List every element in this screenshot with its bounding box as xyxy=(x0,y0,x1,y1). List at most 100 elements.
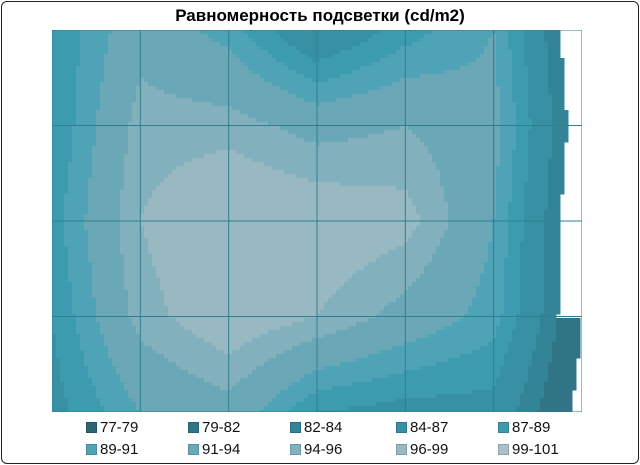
contour-cell-band-89-91 xyxy=(80,42,109,47)
contour-cell-band-84-87 xyxy=(52,394,65,399)
contour-cell-band-91-94 xyxy=(420,138,501,143)
contour-cell-band-89-91 xyxy=(500,86,513,91)
contour-cell-band-89-91 xyxy=(496,190,513,195)
contour-cell-band-91-94 xyxy=(392,82,497,87)
contour-cell-band-89-91 xyxy=(496,210,509,215)
contour-cell-band-89-91 xyxy=(500,154,513,159)
contour-cell-band-87-89 xyxy=(508,214,525,219)
contour-cell-band-87-89 xyxy=(268,50,301,55)
contour-cell-band-87-89 xyxy=(52,118,77,123)
contour-cell-band-91-94 xyxy=(304,138,349,143)
contour-cell-band-87-89 xyxy=(508,238,525,243)
contour-cell-band-89-91 xyxy=(280,390,317,395)
contour-cell-band-91-94 xyxy=(444,234,493,239)
contour-cell-band-89-91 xyxy=(68,278,93,283)
contour-cell-band-87-89 xyxy=(508,42,525,47)
contour-cell-band-91-94 xyxy=(96,110,133,115)
contour-cell-band-91-94 xyxy=(432,258,489,263)
contour-cell-band-89-91 xyxy=(452,322,501,327)
contour-cell-band-94-96 xyxy=(128,290,165,295)
contour-cell-band-89-91 xyxy=(68,166,93,171)
legend-item: 82-84 xyxy=(290,419,342,436)
contour-cell-band-87-89 xyxy=(52,122,77,127)
contour-cell-band-91-94 xyxy=(444,186,497,191)
contour-cell-band-84-87 xyxy=(504,358,533,363)
contour-cell-band-94-96 xyxy=(188,370,253,375)
contour-cell-band-91-94 xyxy=(444,194,497,199)
contour-cell-band-91-94 xyxy=(96,134,129,139)
contour-cell-band-91-94 xyxy=(368,90,501,95)
contour-cell-band-94-96 xyxy=(244,342,301,347)
contour-cell-band-91-94 xyxy=(268,122,501,127)
contour-cell-band-82-84 xyxy=(544,242,561,247)
contour-cell-band-91-94 xyxy=(448,214,497,219)
contour-cell-band-94-96 xyxy=(320,142,425,147)
contour-cell-band-82-84 xyxy=(544,298,561,303)
contour-cell-band-89-91 xyxy=(484,262,505,267)
contour-cell-band-89-91 xyxy=(104,406,137,411)
contour-cell-band-89-91 xyxy=(76,86,101,91)
contour-cell-band-82-84 xyxy=(536,334,557,339)
contour-cell-band-84-87 xyxy=(524,210,545,215)
contour-cell-band-87-89 xyxy=(52,74,77,79)
contour-cell-band-87-89 xyxy=(52,266,69,271)
contour-cell-band-82-84 xyxy=(552,146,565,151)
contour-cell-band-87-89 xyxy=(52,46,81,51)
contour-cell-band-87-89 xyxy=(52,94,77,99)
contour-cell-band-91-94 xyxy=(88,238,121,243)
contour-cell-band-94-96 xyxy=(144,342,213,347)
contour-cell-band-96-99 xyxy=(160,286,341,291)
contour-cell-band-91-94 xyxy=(416,278,481,283)
contour-cell-band-94-96 xyxy=(120,202,149,207)
contour-cell-band-79-82 xyxy=(552,346,581,351)
contour-cell-band-96-99 xyxy=(152,190,409,195)
contour-cell-band-82-84 xyxy=(552,122,569,127)
contour-cell-band-79-82 xyxy=(552,342,581,347)
contour-cell-band-82-84 xyxy=(552,154,565,159)
contour-cell-band-84-87 xyxy=(532,118,553,123)
contour-cell-band-87-89 xyxy=(512,170,529,175)
contour-cell-band-91-94 xyxy=(92,278,125,283)
contour-cell-band-89-91 xyxy=(496,206,509,211)
contour-cell-band-87-89 xyxy=(52,210,65,215)
contour-cell-band-89-91 xyxy=(84,354,109,359)
contour-cell-band-89-91 xyxy=(300,378,373,383)
contour-cell-band-82-84 xyxy=(552,126,569,131)
contour-cell-band-84-87 xyxy=(532,122,553,127)
contour-cell-band-82-84 xyxy=(544,230,561,235)
contour-cell-band-94-96 xyxy=(176,362,265,367)
contour-cell-band-87-89 xyxy=(512,58,525,63)
contour-cell-band-89-91 xyxy=(340,362,437,367)
contour-cell-band-94-96 xyxy=(376,258,433,263)
contour-cell-band-89-91 xyxy=(268,402,297,407)
contour-cell-band-87-89 xyxy=(52,218,65,223)
contour-cell-band-91-94 xyxy=(92,146,129,151)
contour-cell-band-87-89 xyxy=(512,82,529,87)
contour-cell-band-89-91 xyxy=(288,90,369,95)
contour-cell-band-94-96 xyxy=(416,226,449,231)
contour-cell-band-89-91 xyxy=(64,242,89,247)
contour-cell-band-89-91 xyxy=(396,50,485,55)
contour-cell-band-89-91 xyxy=(500,150,513,155)
contour-cell-band-96-99 xyxy=(160,278,349,283)
contour-cell-band-91-94 xyxy=(412,130,501,135)
contour-cell-band-91-94 xyxy=(96,318,133,323)
contour-cell-band-84-87 xyxy=(348,406,517,411)
contour-cell-band-91-94 xyxy=(96,126,129,131)
contour-cell-band-87-89 xyxy=(504,310,521,315)
contour-cell-band-91-94 xyxy=(240,110,501,115)
contour-cell-band-91-94 xyxy=(432,154,501,159)
contour-cell-band-89-91 xyxy=(72,146,93,151)
contour-cell-band-91-94 xyxy=(100,82,141,87)
contour-cell-band-84-87 xyxy=(520,254,545,259)
contour-cell-band-91-94 xyxy=(432,158,501,163)
contour-cell-band-94-96 xyxy=(340,286,409,291)
contour-cell-band-82-84 xyxy=(520,402,541,407)
contour-cell-band-84-87 xyxy=(52,362,61,367)
contour-cell-band-89-91 xyxy=(72,294,93,299)
contour-cell-band-89-91 xyxy=(80,46,109,51)
contour-cell-band-82-84 xyxy=(532,350,553,355)
contour-cell-band-89-91 xyxy=(416,338,493,343)
contour-cell-band-89-91 xyxy=(500,106,517,111)
contour-cell-band-89-91 xyxy=(64,214,85,219)
